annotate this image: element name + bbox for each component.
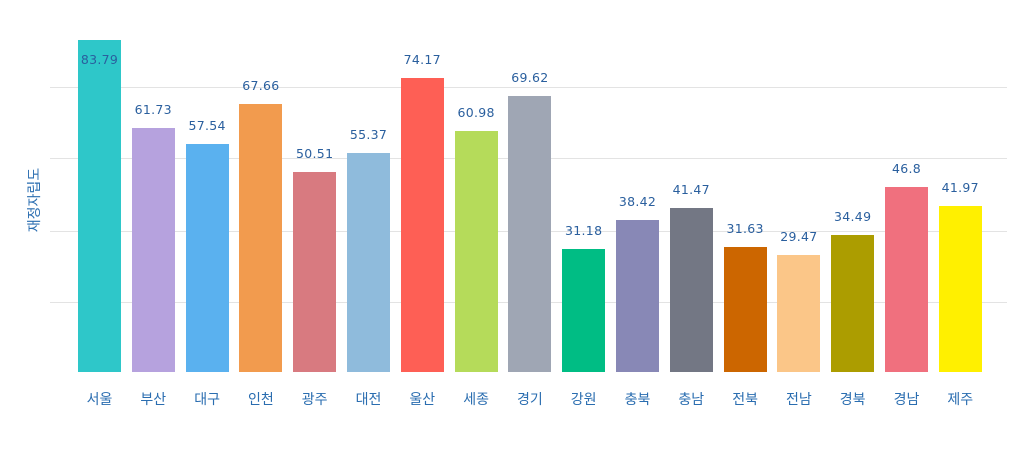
bar-10[interactable] <box>616 219 659 372</box>
bar-12[interactable] <box>723 246 767 372</box>
x-axis-tick-label: 인천 <box>248 392 274 408</box>
data-label: 60.98 <box>457 104 495 120</box>
bar-3[interactable] <box>239 104 283 372</box>
bar-0[interactable] <box>78 40 121 372</box>
data-label: 41.47 <box>672 181 710 197</box>
data-label: 46.8 <box>891 160 922 176</box>
data-label: 34.49 <box>834 209 872 225</box>
data-label: 74.17 <box>403 52 441 68</box>
data-label: 31.63 <box>726 220 764 236</box>
data-label: 67.66 <box>242 78 280 94</box>
x-axis-tick-label: 대구 <box>194 392 220 408</box>
x-axis-tick-label: 서울 <box>86 392 113 408</box>
x-axis-tick-label: 제주 <box>947 392 974 408</box>
x-axis-tick-label: 대전 <box>355 392 382 408</box>
data-label: 61.73 <box>134 101 172 117</box>
bar-13[interactable] <box>777 255 821 372</box>
x-axis-tick-label: 경기 <box>517 392 543 408</box>
x-axis-tick-label: 강원 <box>570 392 597 408</box>
gridline <box>50 87 1007 88</box>
bar-4[interactable] <box>293 171 337 372</box>
x-axis-tick-label: 울산 <box>409 392 436 408</box>
data-label: 38.42 <box>618 193 657 209</box>
bar-5[interactable] <box>347 152 390 372</box>
data-label: 29.47 <box>780 229 818 245</box>
bar-2[interactable] <box>185 144 229 372</box>
data-label: 69.62 <box>511 70 549 86</box>
bar-11[interactable] <box>669 207 713 372</box>
data-label: 55.37 <box>349 126 388 142</box>
data-label: 41.97 <box>941 179 979 195</box>
x-axis-tick-label: 세종 <box>463 392 489 408</box>
x-axis-tick-label: 전남 <box>786 392 812 408</box>
x-axis-tick-label: 충북 <box>624 392 651 408</box>
data-label: 31.18 <box>565 222 603 238</box>
data-label: 57.54 <box>188 118 226 134</box>
y-axis-title: 재정자립도 <box>27 167 43 233</box>
x-axis-tick-label: 충남 <box>678 392 705 408</box>
bar-1[interactable] <box>131 127 175 372</box>
bar-6[interactable] <box>400 78 444 372</box>
bar-16[interactable] <box>938 205 982 372</box>
x-axis-tick-label: 경남 <box>893 392 920 408</box>
bar-8[interactable] <box>508 96 552 372</box>
bar-7[interactable] <box>454 130 498 372</box>
data-label: 83.79 <box>80 52 119 68</box>
x-axis-tick-label: 경북 <box>839 392 866 408</box>
bar-14[interactable] <box>831 235 875 372</box>
bar-9[interactable] <box>562 248 606 372</box>
data-label: 50.51 <box>296 145 334 161</box>
x-axis-tick-label: 부산 <box>140 392 167 408</box>
x-axis-tick-label: 전북 <box>732 392 758 408</box>
bar-15[interactable] <box>885 186 928 372</box>
x-axis-tick-label: 광주 <box>301 392 328 408</box>
